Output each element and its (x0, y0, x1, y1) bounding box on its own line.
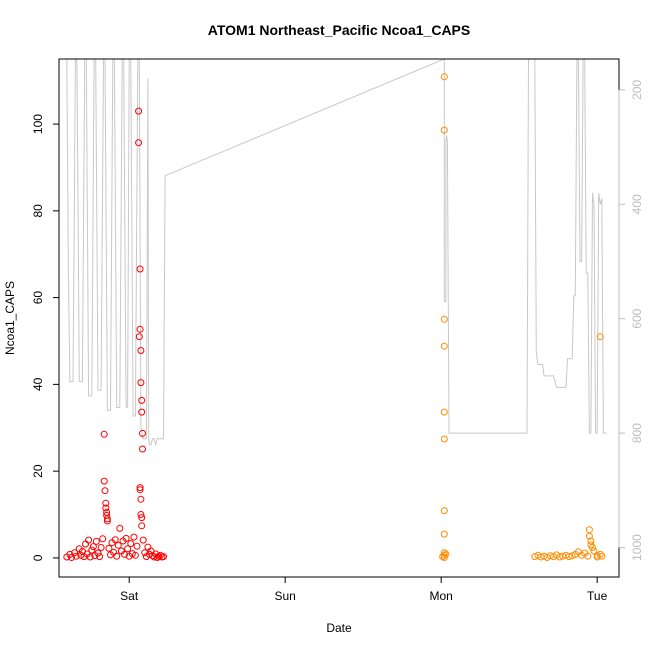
data-point (101, 487, 109, 495)
data-point (141, 549, 149, 557)
data-point (596, 550, 604, 558)
data-point (440, 342, 448, 350)
data-point (139, 429, 146, 437)
data-point (440, 549, 448, 557)
data-point (103, 508, 111, 516)
data-point (156, 551, 164, 559)
data-point (135, 107, 143, 115)
data-point (137, 511, 145, 518)
data-point (85, 536, 93, 544)
data-point (111, 536, 119, 544)
data-point (92, 537, 100, 545)
data-point (113, 552, 121, 560)
y2-tick-label: 400 (630, 194, 644, 214)
x-tick-label: Mon (430, 589, 453, 603)
data-point (568, 552, 576, 560)
data-point (97, 544, 105, 551)
data-point (88, 546, 96, 554)
y-tick-label: 20 (31, 464, 45, 478)
data-point (89, 543, 97, 551)
chart-title: ATOM1 Northeast_Pacific Ncoa1_CAPS (208, 22, 470, 38)
data-point (121, 550, 128, 558)
data-point (440, 554, 448, 561)
y2-tick-label: 200 (630, 80, 644, 100)
data-point (598, 552, 606, 560)
data-point (135, 139, 143, 147)
data-point (122, 534, 130, 542)
x-axis-label: Date (326, 621, 352, 635)
data-point (440, 315, 448, 323)
y-tick-label: 0 (31, 554, 45, 561)
points-layer (63, 73, 606, 561)
data-point (77, 551, 85, 559)
data-point (114, 541, 122, 549)
data-point (138, 514, 146, 522)
data-point (116, 524, 124, 532)
data-point (136, 325, 144, 333)
data-point (102, 499, 110, 507)
data-point (136, 484, 144, 492)
y-tick-label: 60 (31, 291, 45, 305)
y-axis: 0 20 40 60 80 100 (31, 114, 60, 561)
data-point (138, 408, 146, 416)
data-point (440, 73, 448, 81)
y-tick-label: 80 (31, 204, 45, 218)
data-point (440, 551, 448, 559)
data-point (71, 549, 79, 557)
data-point (137, 347, 145, 354)
data-point (135, 333, 143, 341)
data-point (138, 396, 146, 404)
y-axis-label: Ncoa1_CAPS (3, 281, 17, 355)
y2-tick-label: 600 (630, 308, 644, 328)
data-point (139, 536, 147, 544)
data-point (133, 542, 141, 550)
data-point (103, 517, 111, 525)
data-point (137, 379, 145, 387)
y-tick-label: 100 (31, 114, 45, 134)
y2-tick-label: 800 (630, 423, 644, 443)
data-point (160, 553, 167, 561)
x-axis: Sat Sun Mon Tue (120, 576, 608, 603)
data-point (137, 495, 145, 503)
data-point (100, 430, 108, 438)
data-point (584, 552, 592, 560)
data-point (130, 533, 138, 541)
data-point (94, 549, 102, 557)
data-point (440, 408, 448, 416)
x-tick-label: Tue (587, 589, 608, 603)
data-point (556, 553, 564, 561)
data-point (587, 537, 595, 545)
data-point (72, 552, 80, 560)
y2-tick-label: 1000 (630, 534, 644, 561)
data-point (86, 553, 94, 561)
data-point (96, 553, 104, 561)
data-point (139, 445, 146, 453)
data-point (136, 265, 144, 273)
x-tick-label: Sun (275, 589, 296, 603)
data-point (99, 535, 107, 543)
data-point (440, 507, 448, 515)
y-tick-label: 40 (31, 377, 45, 391)
data-point (440, 530, 448, 538)
data-point (105, 544, 113, 552)
data-point (68, 554, 75, 561)
y2-axis: 200 400 600 800 1000 (618, 80, 644, 561)
data-point (136, 486, 144, 494)
data-point (442, 550, 450, 558)
data-point (127, 540, 135, 548)
data-point (102, 504, 110, 512)
data-point (440, 435, 448, 443)
data-point (103, 515, 111, 523)
data-point (138, 522, 146, 530)
data-point (124, 545, 132, 553)
data-point (596, 333, 604, 341)
data-point (589, 544, 596, 551)
x-tick-label: Sat (120, 589, 139, 603)
data-point (440, 126, 448, 134)
data-point (131, 551, 139, 559)
data-point (565, 553, 573, 561)
data-point (585, 532, 593, 540)
data-point (100, 477, 108, 485)
